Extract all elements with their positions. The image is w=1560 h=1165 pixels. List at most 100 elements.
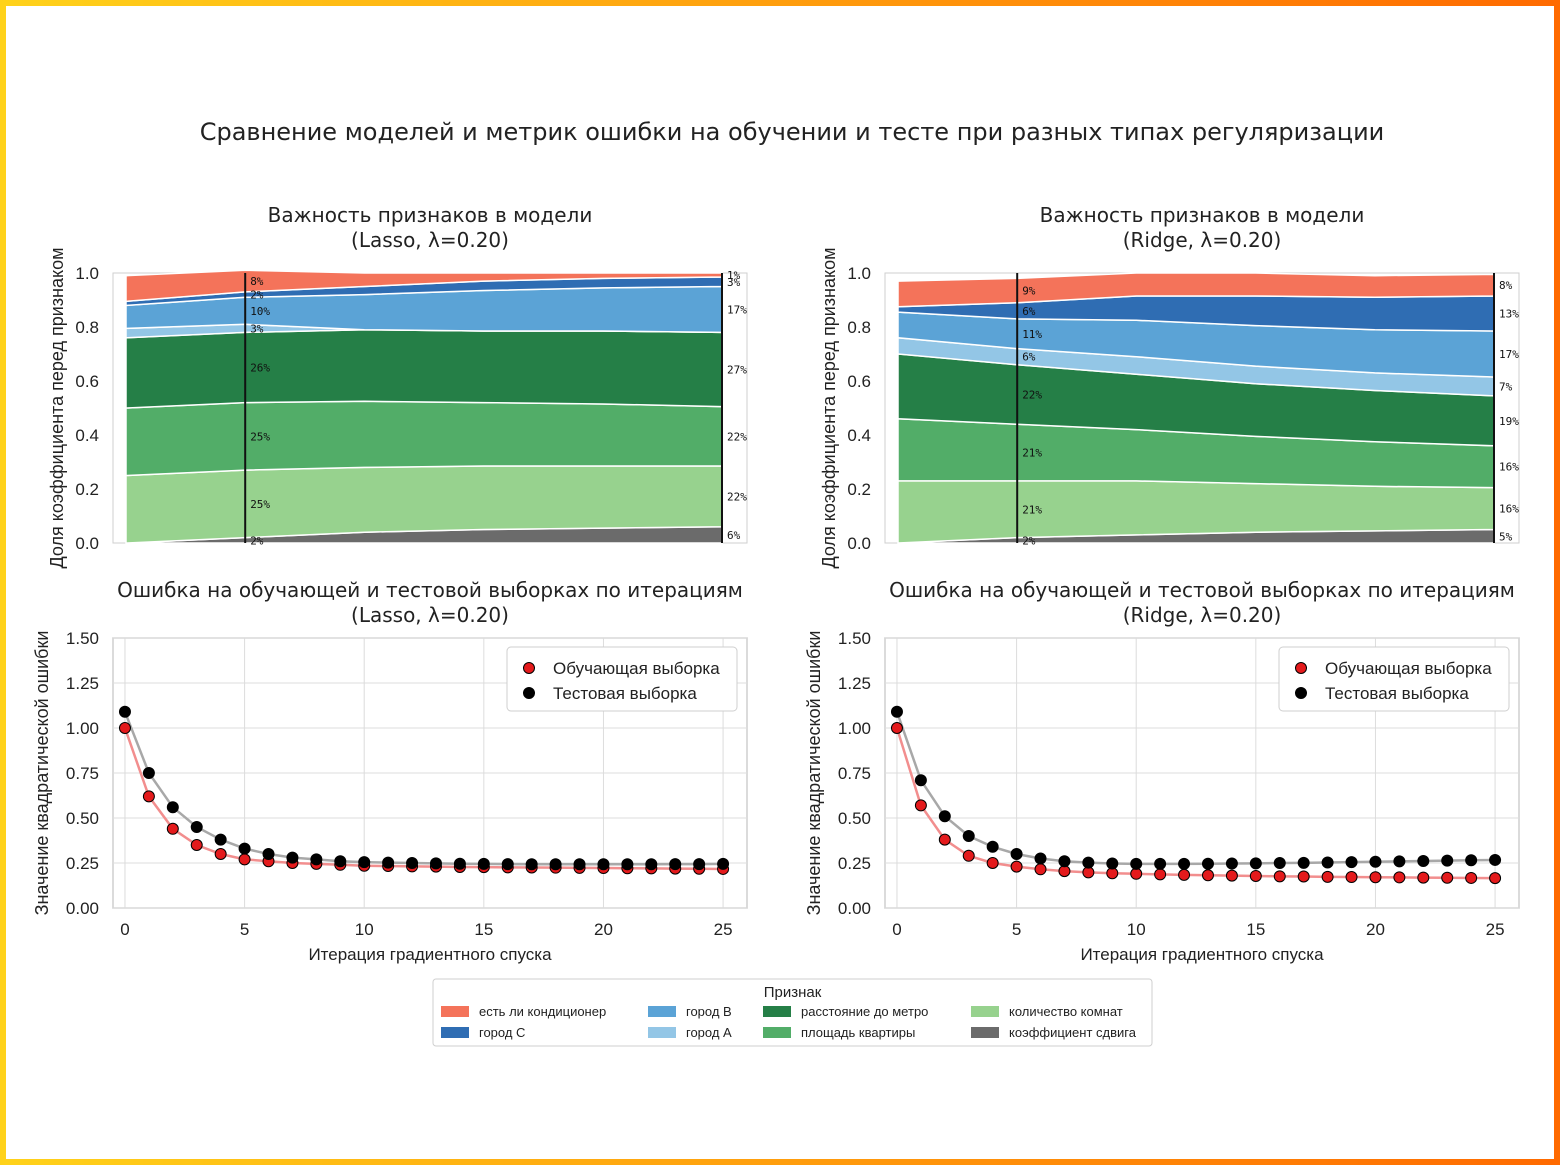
percent-label: 3% — [727, 276, 741, 289]
percent-label: 17% — [1499, 348, 1519, 361]
percent-label: 6% — [1022, 305, 1036, 318]
legend-item-label: есть ли кондиционер — [479, 1004, 606, 1019]
y-tick-label: 1.50 — [66, 629, 99, 648]
data-point — [1393, 871, 1406, 884]
area-4 — [125, 328, 723, 409]
percent-label: 8% — [1499, 279, 1513, 292]
data-point — [1082, 856, 1095, 869]
data-point — [525, 858, 538, 871]
y-tick-label: 0.50 — [838, 809, 871, 828]
data-point — [453, 857, 466, 870]
y-tick-label: 0.2 — [75, 480, 99, 499]
legend-swatch — [763, 1027, 791, 1038]
data-point — [693, 858, 706, 871]
legend-marker — [523, 687, 535, 699]
y-tick-label: 0.6 — [75, 372, 99, 391]
legend-label: Тестовая выборка — [553, 684, 697, 703]
x-tick-label: 15 — [474, 920, 493, 939]
percent-label: 21% — [1022, 447, 1042, 460]
legend-title: Признак — [764, 984, 822, 1001]
legend-marker — [1295, 662, 1307, 674]
data-point — [166, 822, 179, 835]
y-tick-label: 0.00 — [66, 899, 99, 918]
data-point — [1058, 855, 1071, 868]
data-point — [1178, 857, 1191, 870]
series-legend: Обучающая выборка Тестовая выборка — [1278, 646, 1510, 712]
data-point — [717, 857, 730, 870]
y-tick-label: 1.00 — [838, 719, 871, 738]
y-tick-label: 1.25 — [838, 674, 871, 693]
legend-swatch — [648, 1027, 676, 1038]
y-tick-label: 0.00 — [838, 899, 871, 918]
percent-label: 22% — [727, 490, 747, 503]
data-point — [1178, 868, 1191, 881]
percent-label: 11% — [1022, 328, 1042, 341]
chart-title-line: (Lasso, λ=0.20) — [351, 603, 509, 627]
legend-item-label: расстояние до метро — [801, 1004, 928, 1019]
percent-label: 6% — [1022, 351, 1036, 364]
percent-label: 2% — [250, 289, 264, 302]
percent-label: 2% — [1022, 534, 1036, 547]
percent-label: 5% — [1499, 530, 1513, 543]
x-tick-label: 20 — [594, 920, 613, 939]
y-tick-label: 0.6 — [847, 372, 871, 391]
chart-title-line: (Ridge, λ=0.20) — [1123, 228, 1282, 252]
legend-item-label: количество комнат — [1009, 1004, 1123, 1019]
y-tick-label: 0.8 — [847, 318, 871, 337]
data-point — [1130, 867, 1143, 880]
chart-title-line: Важность признаков в модели — [1040, 203, 1365, 227]
x-tick-label: 20 — [1366, 920, 1385, 939]
data-point — [382, 856, 395, 869]
data-point — [1010, 848, 1023, 860]
data-point — [238, 853, 251, 866]
percent-label: 22% — [727, 430, 747, 443]
percent-label: 21% — [1022, 503, 1042, 516]
legend-marker — [1295, 687, 1307, 699]
data-point — [1058, 865, 1071, 878]
data-point — [962, 830, 975, 842]
chart-title-line: (Lasso, λ=0.20) — [351, 228, 509, 252]
x-axis-label: Итерация градиентного спуска — [1080, 945, 1324, 964]
percent-label: 19% — [1499, 415, 1519, 428]
lasso-importance-chart: 0.0 0.2 0.4 0.6 0.8 1.0 Доля коэффициента пере… — [47, 203, 748, 568]
data-point — [190, 821, 203, 833]
data-point — [1321, 856, 1334, 869]
y-tick-label: 0.25 — [838, 854, 871, 873]
x-tick-label: 10 — [1127, 920, 1146, 939]
y-tick-label: 0.2 — [847, 480, 871, 499]
percent-label: 26% — [250, 362, 270, 375]
data-point — [1154, 868, 1167, 881]
data-point — [1417, 855, 1430, 868]
data-point — [190, 839, 203, 851]
x-tick-label: 0 — [892, 920, 901, 939]
data-point — [1345, 856, 1358, 869]
legend-item-label: площадь квартиры — [801, 1025, 915, 1040]
y-tick-label: 0.75 — [66, 764, 99, 783]
data-point — [406, 857, 419, 869]
percent-label: 6% — [727, 529, 741, 542]
data-point — [890, 705, 903, 718]
data-point — [938, 833, 951, 846]
data-point — [962, 849, 975, 862]
chart-title-line: Ошибка на обучающей и тестовой выборках … — [889, 578, 1515, 602]
data-point — [1441, 871, 1454, 884]
data-point — [914, 774, 927, 787]
legend-label: Тестовая выборка — [1325, 684, 1469, 703]
data-point — [262, 848, 275, 860]
data-point — [1465, 854, 1478, 867]
data-point — [1489, 853, 1502, 866]
data-point — [310, 853, 323, 866]
data-point — [477, 857, 490, 870]
data-point — [1273, 857, 1286, 869]
data-point — [986, 857, 999, 869]
percent-label: 16% — [1499, 461, 1519, 474]
percent-label: 10% — [250, 305, 270, 318]
percent-label: 13% — [1499, 308, 1519, 321]
ridge-error-chart: 0 5 10 15 20 25 0.00 0.25 0.50 0.75 1.00 1.25 1.50 Об… — [804, 578, 1520, 964]
percent-label: 25% — [250, 498, 270, 511]
percent-label: 1% — [727, 269, 741, 282]
data-point — [118, 705, 131, 718]
figure-title: Сравнение моделей и метрик ошибки на обу… — [200, 118, 1385, 146]
